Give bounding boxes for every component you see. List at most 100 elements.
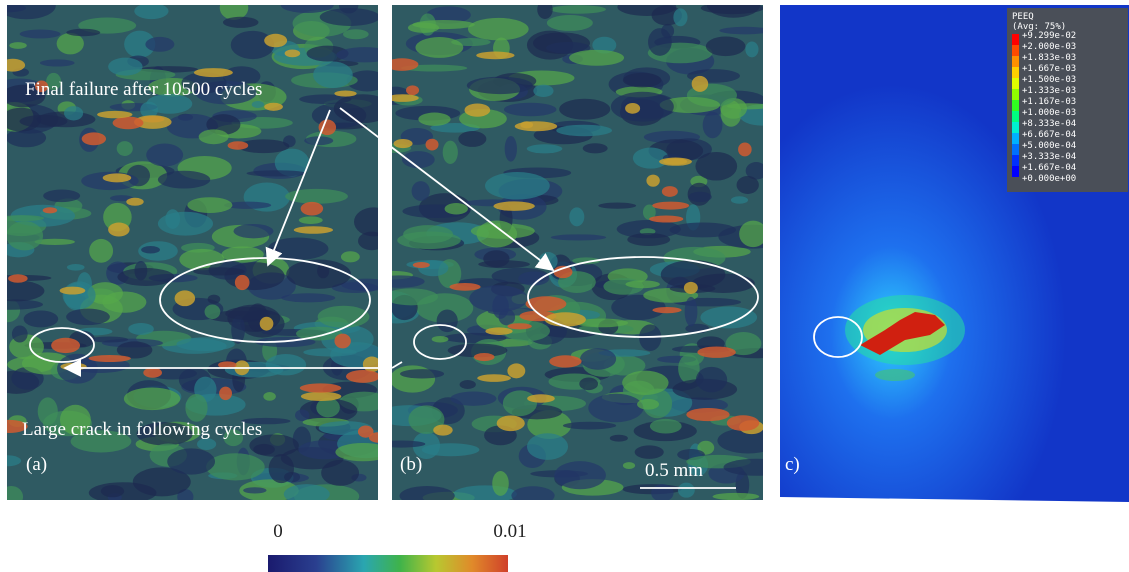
hot-spot bbox=[82, 132, 106, 145]
texture bbox=[185, 394, 207, 422]
texture bbox=[206, 453, 265, 480]
hot-spot bbox=[89, 355, 131, 362]
texture bbox=[145, 37, 174, 52]
texture bbox=[197, 438, 216, 450]
texture bbox=[336, 47, 393, 62]
texture bbox=[321, 460, 359, 486]
hot-spot bbox=[113, 117, 144, 130]
texture bbox=[205, 304, 221, 319]
texture bbox=[622, 371, 668, 395]
hot-spot bbox=[646, 175, 659, 187]
legend-value: +5.000e-04 bbox=[1022, 141, 1076, 151]
texture bbox=[713, 493, 760, 500]
legend-swatch bbox=[1012, 111, 1019, 122]
hot-spot bbox=[126, 198, 143, 206]
texture bbox=[569, 207, 584, 226]
hot-spot bbox=[260, 317, 274, 331]
legend-value: +6.667e-04 bbox=[1022, 130, 1076, 140]
panel-label: (b) bbox=[400, 454, 422, 475]
texture bbox=[187, 197, 232, 213]
texture bbox=[579, 378, 598, 391]
texture bbox=[550, 5, 606, 14]
hot-spot bbox=[386, 58, 419, 71]
texture bbox=[167, 448, 215, 474]
hot-spot bbox=[60, 287, 86, 295]
legend-swatch bbox=[1012, 78, 1019, 89]
texture bbox=[731, 196, 748, 204]
hot-spot bbox=[1, 59, 25, 72]
texture bbox=[403, 225, 453, 243]
texture bbox=[505, 136, 517, 162]
texture bbox=[623, 73, 662, 88]
texture bbox=[706, 36, 746, 56]
texture bbox=[547, 15, 593, 31]
texture bbox=[341, 251, 360, 262]
texture bbox=[627, 233, 670, 246]
texture bbox=[651, 484, 673, 502]
texture bbox=[745, 41, 758, 57]
texture bbox=[443, 141, 458, 164]
texture bbox=[527, 144, 563, 153]
texture bbox=[569, 50, 624, 66]
hot-spot bbox=[8, 274, 27, 283]
texture bbox=[450, 392, 496, 406]
hot-spot bbox=[507, 323, 531, 329]
hot-spot bbox=[549, 355, 581, 367]
texture bbox=[460, 380, 476, 389]
hot-spot bbox=[727, 415, 759, 431]
texture bbox=[247, 170, 307, 176]
texture bbox=[685, 297, 698, 327]
legend-swatch bbox=[1012, 67, 1019, 78]
scale-bar-label: 0.5 mm bbox=[645, 460, 703, 481]
texture bbox=[635, 445, 664, 459]
texture bbox=[24, 310, 59, 327]
texture bbox=[243, 487, 266, 493]
texture bbox=[670, 222, 736, 237]
texture bbox=[358, 232, 385, 251]
hot-spot bbox=[474, 353, 495, 361]
texture bbox=[724, 459, 789, 476]
texture bbox=[20, 30, 61, 39]
texture bbox=[580, 348, 616, 369]
texture bbox=[661, 24, 674, 38]
colorbar-label: 0.01 bbox=[493, 521, 526, 542]
texture bbox=[533, 85, 553, 97]
hot-spot bbox=[394, 139, 413, 148]
hot-spot bbox=[464, 103, 490, 116]
legend-swatch bbox=[1012, 34, 1019, 45]
hot-spot bbox=[545, 312, 586, 326]
texture bbox=[0, 486, 23, 507]
texture bbox=[468, 18, 529, 41]
legend-swatch bbox=[1012, 56, 1019, 67]
hot-spot bbox=[334, 90, 356, 96]
hot-spot bbox=[387, 94, 419, 102]
legend-value: +2.000e-03 bbox=[1022, 42, 1076, 52]
hot-spot bbox=[51, 338, 80, 353]
legend-swatch bbox=[1012, 166, 1019, 177]
texture bbox=[432, 336, 449, 342]
texture bbox=[263, 392, 276, 401]
texture bbox=[412, 181, 430, 201]
hot-spot bbox=[659, 158, 692, 166]
hot-spot bbox=[476, 52, 514, 60]
texture bbox=[492, 471, 509, 496]
texture bbox=[623, 462, 635, 469]
texture bbox=[556, 125, 612, 136]
texture bbox=[0, 215, 44, 221]
legend-swatch bbox=[1012, 122, 1019, 133]
hot-spot bbox=[697, 346, 736, 357]
texture bbox=[146, 143, 183, 166]
hot-spot bbox=[738, 142, 752, 156]
texture bbox=[117, 268, 174, 286]
legend-title: PEEQ bbox=[1012, 12, 1034, 22]
hot-spot bbox=[228, 141, 249, 149]
hot-spot bbox=[652, 202, 689, 210]
texture bbox=[696, 367, 727, 393]
hot-spot bbox=[294, 226, 333, 234]
texture bbox=[269, 454, 294, 483]
legend-swatch bbox=[1012, 133, 1019, 144]
panel-label: (a) bbox=[26, 454, 47, 475]
legend-value: +1.000e-03 bbox=[1022, 108, 1076, 118]
hot-spot bbox=[143, 368, 162, 378]
texture bbox=[551, 234, 606, 240]
